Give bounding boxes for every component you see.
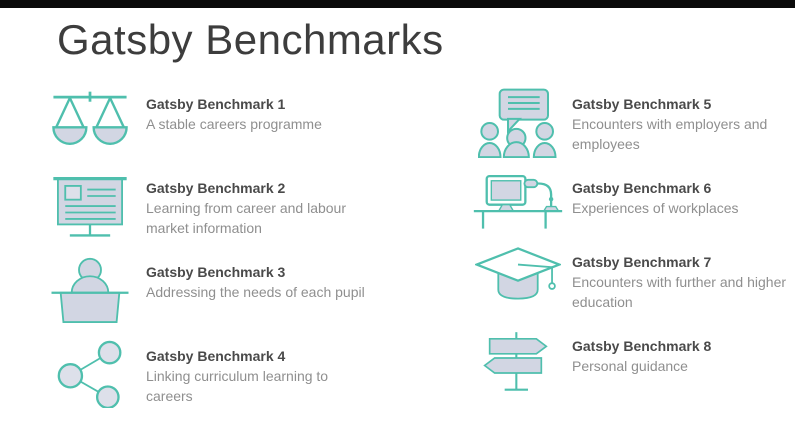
benchmark-description: Personal guidance (572, 358, 688, 374)
benchmark-text: Gatsby Benchmark 5 Encounters with emplo… (566, 96, 786, 154)
benchmark-text: Gatsby Benchmark 6 Experiences of workpl… (566, 180, 739, 219)
benchmark-item-8: Gatsby Benchmark 8 Personal guidance (470, 330, 795, 414)
benchmarks-column-left: Gatsby Benchmark 1 A stable careers prog… (0, 88, 430, 424)
benchmark-text: Gatsby Benchmark 8 Personal guidance (566, 338, 711, 377)
benchmark-item-7: Gatsby Benchmark 7 Encounters with furth… (470, 246, 795, 330)
benchmark-description: Addressing the needs of each pupil (146, 284, 365, 300)
top-border-bar (0, 0, 795, 8)
benchmark-title: Gatsby Benchmark 4 (146, 348, 286, 364)
benchmark-description: A stable careers programme (146, 116, 322, 132)
benchmark-item-5: Gatsby Benchmark 5 Encounters with emplo… (470, 88, 795, 172)
benchmark-text: Gatsby Benchmark 7 Encounters with furth… (566, 254, 786, 312)
graduation-cap-icon (470, 246, 566, 310)
page-title: Gatsby Benchmarks (57, 16, 444, 63)
benchmark-title: Gatsby Benchmark 5 (572, 96, 712, 112)
benchmark-text: Gatsby Benchmark 3 Addressing the needs … (140, 264, 365, 303)
benchmark-title: Gatsby Benchmark 8 (572, 338, 712, 354)
benchmark-item-1: Gatsby Benchmark 1 A stable careers prog… (40, 88, 430, 172)
benchmark-title: Gatsby Benchmark 3 (146, 264, 286, 280)
benchmark-description: Linking curriculum learning to careers (146, 368, 329, 404)
benchmark-description: Learning from career and labour market i… (146, 200, 347, 236)
benchmark-description: Experiences of workplaces (572, 200, 739, 216)
benchmark-item-3: Gatsby Benchmark 3 Addressing the needs … (40, 256, 430, 340)
benchmark-text: Gatsby Benchmark 2 Learning from career … (140, 180, 378, 238)
signpost-icon (470, 330, 566, 396)
benchmark-description: Encounters with further and higher educa… (572, 274, 787, 310)
benchmarks-grid: Gatsby Benchmark 1 A stable careers prog… (0, 88, 795, 424)
share-network-icon (40, 340, 140, 408)
desk-workstation-icon (470, 172, 566, 230)
speech-bubble-people-icon (470, 88, 566, 158)
presentation-screen-icon (40, 172, 140, 242)
benchmark-text: Gatsby Benchmark 4 Linking curriculum le… (140, 348, 378, 406)
benchmark-description: Encounters with employers and employees (572, 116, 768, 152)
balance-scales-icon (40, 88, 140, 152)
benchmarks-column-right: Gatsby Benchmark 5 Encounters with emplo… (430, 88, 795, 424)
benchmark-title: Gatsby Benchmark 7 (572, 254, 712, 270)
benchmark-title: Gatsby Benchmark 6 (572, 180, 712, 196)
benchmark-item-4: Gatsby Benchmark 4 Linking curriculum le… (40, 340, 430, 424)
benchmark-title: Gatsby Benchmark 2 (146, 180, 286, 196)
benchmark-item-6: Gatsby Benchmark 6 Experiences of workpl… (470, 172, 795, 246)
benchmark-title: Gatsby Benchmark 1 (146, 96, 286, 112)
benchmark-item-2: Gatsby Benchmark 2 Learning from career … (40, 172, 430, 256)
person-at-desk-icon (40, 256, 140, 324)
benchmark-text: Gatsby Benchmark 1 A stable careers prog… (140, 96, 322, 135)
